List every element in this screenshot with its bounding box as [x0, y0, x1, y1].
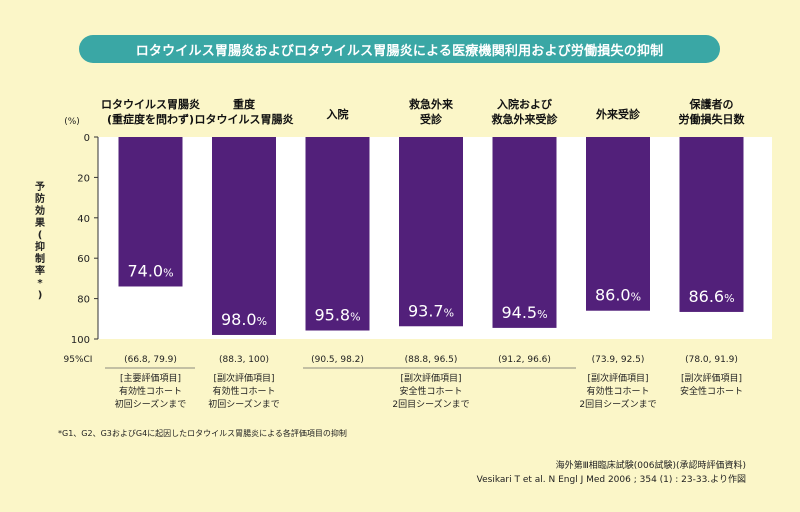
bar: [586, 137, 650, 311]
category-label: 救急外来受診: [492, 112, 559, 126]
bar-value-label: 98.0%: [221, 310, 267, 329]
ci-value: (78.0, 91.9): [685, 355, 738, 365]
bar: [492, 137, 557, 328]
ci-value: (88.3, 100): [219, 355, 269, 365]
endpoint-note: [副次評価項目]: [400, 372, 461, 384]
endpoint-note: 有効性コホート: [586, 385, 649, 397]
bar-value-label: 86.0%: [595, 286, 641, 305]
category-label: 入院: [327, 107, 349, 121]
chart-title: ロタウイルス胃腸炎およびロタウイルス胃腸炎による医療機関利用および労働損失の抑制: [79, 35, 720, 63]
bar-value-label: 95.8%: [314, 306, 360, 325]
endpoint-note: [副次評価項目]: [681, 372, 742, 384]
category-label: 受診: [420, 112, 443, 126]
endpoint-note: 初回シーズンまで: [115, 398, 187, 410]
y-tick-label: 40: [77, 214, 90, 225]
category-label: (重症度を問わず): [107, 112, 194, 126]
category-label: 入院および: [497, 97, 553, 111]
endpoint-note: 安全性コホート: [680, 385, 743, 397]
endpoint-note: 有効性コホート: [212, 385, 275, 397]
endpoint-note: 安全性コホート: [399, 385, 462, 397]
footnote: *G1、G2、G3およびG4に起因したロタウイルス胃腸炎による各評価項目の抑制: [58, 429, 347, 438]
source-citation: Vesikari T et al. N Engl J Med 2006 ; 35…: [476, 475, 746, 485]
source-study: 海外第Ⅲ相臨床試験(006試験)(承認時評価資料): [555, 461, 746, 471]
endpoint-note: 初回シーズンまで: [208, 398, 280, 410]
y-tick-label: 0: [84, 133, 90, 144]
y-tick-label: 20: [77, 173, 90, 184]
ci-value: (73.9, 92.5): [592, 355, 645, 365]
y-tick-label: 80: [77, 295, 90, 306]
ci-value: (91.2, 96.6): [498, 355, 551, 365]
y-tick-label: 100: [71, 335, 90, 346]
y-unit-label: (%): [64, 117, 80, 127]
category-label: 労働損失日数: [679, 112, 746, 126]
endpoint-note: [副次評価項目]: [213, 372, 274, 384]
ci-value: (90.5, 98.2): [311, 355, 364, 365]
endpoint-note: 有効性コホート: [119, 385, 182, 397]
bar: [118, 137, 183, 287]
bar: [305, 137, 370, 331]
bar: [212, 137, 276, 335]
category-label: 保護者の: [689, 97, 734, 111]
ci-value: (66.8, 79.9): [124, 355, 177, 365]
endpoint-note: 2回目シーズンまで: [392, 398, 469, 410]
bar-value-label: 94.5%: [501, 303, 547, 322]
bar-value-label: 74.0%: [127, 261, 173, 280]
category-label: 救急外来: [409, 97, 454, 111]
y-tick-label: 60: [77, 254, 90, 265]
endpoint-note: 2回目シーズンまで: [579, 398, 656, 410]
category-label: 重度: [233, 97, 256, 111]
bar: [679, 137, 744, 312]
y-axis-title: 予防効果(抑制率*): [34, 181, 46, 301]
bar-value-label: 93.7%: [408, 301, 454, 320]
ci-value: (88.8, 96.5): [405, 355, 458, 365]
category-label: ロタウイルス胃腸炎: [101, 98, 200, 111]
bar-value-label: 86.6%: [688, 287, 734, 306]
endpoint-note: [副次評価項目]: [587, 372, 648, 384]
ci-label: 95%CI: [64, 355, 93, 365]
category-label: ロタウイルス胃腸炎: [195, 113, 294, 126]
category-label: 外来受診: [595, 107, 641, 121]
endpoint-note: [主要評価項目]: [120, 372, 181, 384]
bar: [399, 137, 463, 327]
